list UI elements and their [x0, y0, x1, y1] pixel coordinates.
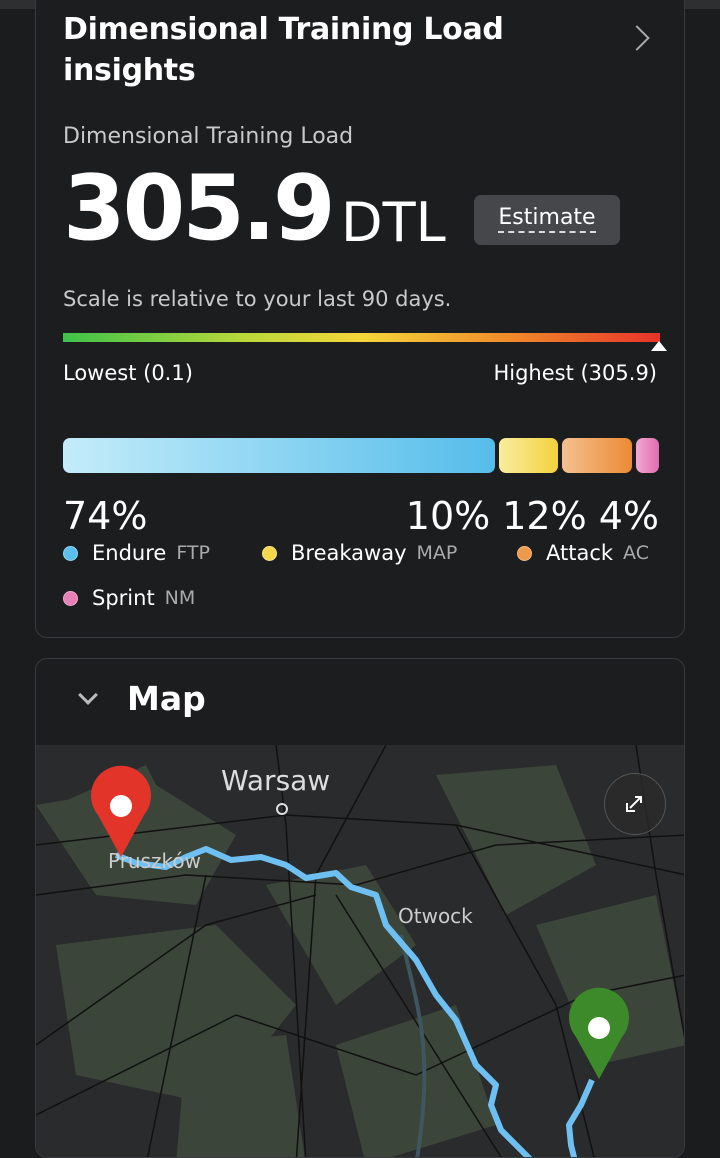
attack-percent: 12% [502, 494, 587, 538]
breakaway-segment [499, 438, 558, 473]
route-map[interactable]: Warsaw Pruszków Otwock [36, 745, 684, 1157]
dtl-insights-card[interactable]: Dimensional Training Load insights Dimen… [35, 0, 685, 638]
legend-attack: Attack AC [517, 541, 649, 565]
river [399, 934, 427, 1157]
card-title: Dimensional Training Load insights [63, 12, 504, 88]
breakaway-dot-icon [262, 545, 277, 561]
town-label: Pruszków [108, 849, 201, 873]
legend-sprint: Sprint NM [63, 586, 195, 610]
legend-sub: NM [164, 587, 196, 609]
expand-icon [626, 796, 642, 812]
attack-dot-icon [517, 545, 532, 561]
dtl-label: Dimensional Training Load [63, 124, 354, 149]
city-label: Warsaw [221, 764, 330, 797]
scale-gradient-bar [63, 333, 660, 342]
sprint-percent: 4% [598, 494, 659, 538]
legend-endure: Endure FTP [63, 541, 210, 565]
expand-map-button[interactable] [604, 773, 666, 835]
highest-label: Highest (305.9) [493, 361, 657, 385]
sprint-dot-icon [63, 590, 78, 606]
chevron-right-icon[interactable] [624, 25, 650, 51]
legend-sub: AC [623, 542, 649, 564]
endure-segment [63, 438, 495, 473]
legend-label: Sprint [92, 586, 155, 610]
breakaway-percent: 10% [405, 494, 491, 538]
legend-label: Breakaway [291, 541, 407, 565]
legend-sub: MAP [416, 542, 458, 564]
current-marker-icon [651, 341, 667, 351]
legend-label: Endure [92, 541, 167, 565]
scale-note: Scale is relative to your last 90 days. [63, 287, 452, 311]
map-card: Map Warsaw Pruszków Otwock [35, 658, 685, 1158]
start-pin-icon [91, 765, 151, 857]
legend-sub: FTP [176, 542, 210, 564]
sprint-segment [636, 438, 659, 473]
estimate-button[interactable]: Estimate [474, 195, 620, 245]
dtl-unit: DTL [341, 191, 446, 254]
chevron-down-icon[interactable] [78, 684, 98, 705]
map-canvas: Warsaw Pruszków Otwock [36, 745, 684, 1157]
legend-breakaway: Breakaway MAP [262, 541, 457, 565]
dtl-value: 305.9 [63, 156, 336, 261]
endure-percent: 74% [63, 494, 148, 538]
town-label: Otwock [398, 904, 473, 928]
end-pin-icon [569, 987, 629, 1079]
city-marker-icon [276, 803, 288, 815]
map-header[interactable]: Map [78, 679, 206, 718]
endure-dot-icon [63, 545, 78, 561]
estimate-label: Estimate [498, 205, 596, 233]
attack-segment [562, 438, 632, 473]
minor-percents: 10% 12% 4% [406, 494, 659, 538]
lowest-label: Lowest (0.1) [63, 361, 193, 385]
legend-label: Attack [546, 541, 614, 565]
roads [36, 745, 684, 1157]
map-title: Map [127, 679, 206, 718]
